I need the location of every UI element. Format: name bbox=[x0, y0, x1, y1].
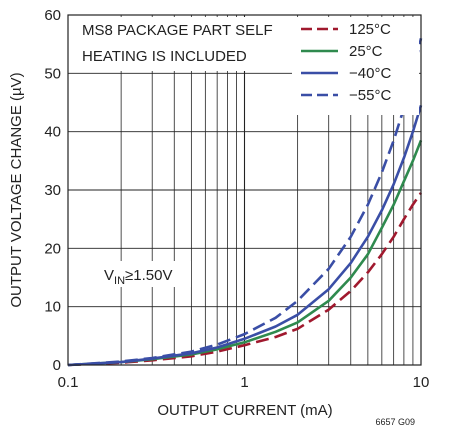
x-axis-label: OUTPUT CURRENT (mA) bbox=[157, 402, 332, 419]
figure-id: 6657 G09 bbox=[375, 417, 415, 427]
legend-label-4: −55°C bbox=[349, 87, 391, 104]
condition-label: VIN≥1.50V bbox=[99, 261, 191, 287]
legend-label-1: 125°C bbox=[349, 21, 391, 38]
annotation-line-1: MS8 PACKAGE PART SELF bbox=[82, 22, 273, 39]
y-tick-label: 20 bbox=[44, 240, 61, 257]
y-tick-label: 10 bbox=[44, 299, 61, 316]
y-tick-label: 0 bbox=[53, 357, 61, 374]
series-line-1 bbox=[67, 192, 423, 367]
curves bbox=[67, 38, 423, 367]
y-tick-label: 60 bbox=[44, 7, 61, 24]
legend: 125°C 25°C −40°C −55°C bbox=[301, 21, 391, 104]
y-axis-label: OUTPUT VOLTAGE CHANGE (µV) bbox=[8, 72, 25, 307]
series-line-4 bbox=[67, 38, 423, 367]
x-tick-label: 1 bbox=[240, 374, 248, 391]
x-tick-label: 0.1 bbox=[58, 374, 79, 391]
legend-background bbox=[292, 17, 419, 115]
x-tick-label: 10 bbox=[413, 374, 430, 391]
condition-background bbox=[99, 261, 191, 287]
plot-frame bbox=[67, 14, 422, 366]
legend-label-3: −40°C bbox=[349, 65, 391, 82]
x-tick-labels: 0.1 1 10 bbox=[58, 374, 430, 391]
annotation-line-2: HEATING IS INCLUDED bbox=[82, 48, 247, 65]
condition-text: VIN≥1.50V bbox=[104, 267, 172, 287]
annotation-background bbox=[70, 17, 287, 71]
y-tick-label: 50 bbox=[44, 65, 61, 82]
annotation-box: MS8 PACKAGE PART SELF HEATING IS INCLUDE… bbox=[70, 17, 287, 71]
y-tick-label: 30 bbox=[44, 182, 61, 199]
y-tick-labels: 0 10 20 30 40 50 60 bbox=[44, 7, 61, 374]
y-tick-label: 40 bbox=[44, 124, 61, 141]
legend-label-2: 25°C bbox=[349, 43, 383, 60]
